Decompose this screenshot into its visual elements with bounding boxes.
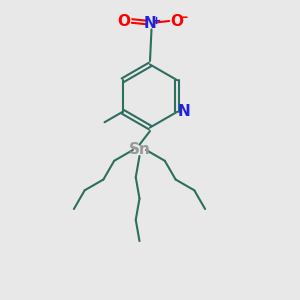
Text: N: N <box>144 16 156 32</box>
Text: N: N <box>178 104 190 119</box>
Text: O: O <box>170 14 184 28</box>
Text: –: – <box>182 11 188 24</box>
Text: +: + <box>152 16 161 26</box>
Text: Sn: Sn <box>129 142 150 158</box>
Text: O: O <box>118 14 131 28</box>
